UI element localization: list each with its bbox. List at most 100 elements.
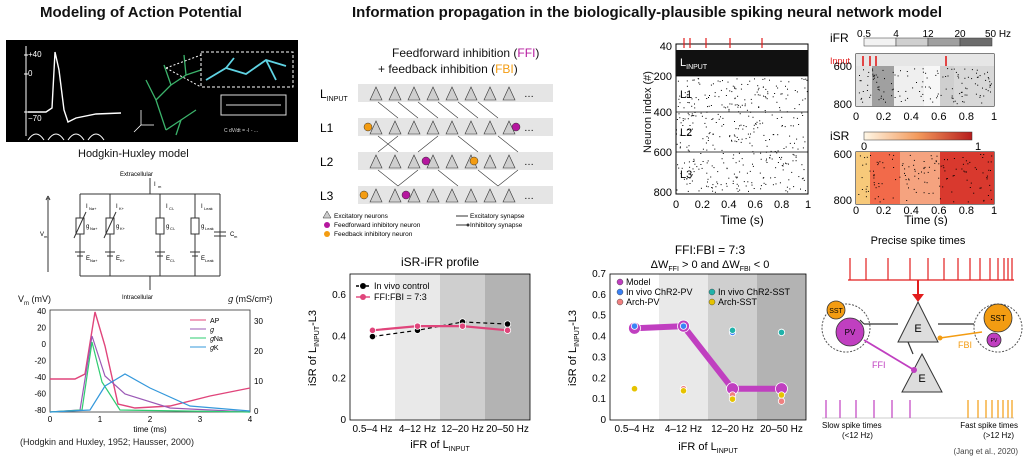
isr-spike — [979, 187, 981, 189]
isr-spike — [883, 167, 885, 169]
raster-spike — [801, 78, 803, 80]
svg-text:K+: K+ — [120, 258, 126, 263]
net-ellipsis: … — [524, 191, 534, 202]
isr-spike — [969, 187, 971, 188]
raster-spike — [771, 158, 773, 160]
ifr-spike — [872, 73, 874, 75]
excitatory-neuron — [445, 188, 459, 203]
raster-spike — [709, 132, 711, 134]
raster-spike — [787, 191, 789, 193]
chart1-legend-label: In vivo control — [374, 281, 430, 291]
raster-spike — [705, 142, 707, 144]
raster-spike — [779, 182, 781, 184]
ifr-spike — [897, 91, 899, 92]
isr-spike — [879, 201, 881, 203]
raster-spike — [769, 157, 771, 159]
excitatory-neuron — [502, 154, 516, 169]
raster-spike — [776, 118, 778, 119]
isr-spike — [990, 198, 992, 200]
raster-spike — [707, 178, 709, 180]
ap-plot-ylabel-left: Vm (mV) — [18, 294, 51, 307]
ifr-scale-tick: 12 — [922, 29, 934, 40]
isr-spike — [913, 188, 915, 190]
isr-spike — [865, 191, 867, 193]
chart-point — [458, 322, 467, 330]
raster-spike — [758, 107, 760, 108]
isr-spike — [970, 182, 972, 184]
raster-spike — [723, 124, 725, 125]
raster-spike — [757, 94, 759, 96]
raster-spike — [687, 112, 689, 114]
chart-point — [679, 387, 688, 395]
chart-series-line — [372, 325, 508, 332]
chart-ytick: 0.1 — [592, 394, 606, 405]
ifr-spike — [977, 76, 979, 78]
raster-spike — [728, 177, 730, 179]
chart-point — [777, 328, 786, 337]
ifr-spike — [971, 78, 973, 80]
isr-spike — [939, 198, 941, 200]
raster-spike — [781, 93, 783, 95]
ifr-spike — [964, 68, 966, 70]
ifr-spike — [877, 88, 879, 90]
isr-spike — [932, 192, 934, 194]
raster-spike — [779, 109, 781, 111]
ifr-spike — [891, 95, 893, 97]
excitatory-neuron — [388, 120, 402, 135]
ifr-spike — [859, 80, 861, 82]
ifr-spike — [957, 75, 959, 77]
chart1-legend-label: FFI:FBI = 7:3 — [374, 292, 427, 302]
chart2-xlabel: iFR of LINPUT — [678, 441, 738, 454]
svg-text:V: V — [40, 232, 44, 238]
ifr-spike — [921, 86, 923, 88]
ifr-spike — [974, 83, 976, 85]
raster-spike — [725, 95, 727, 96]
raster-spike — [700, 187, 702, 189]
isr-spike — [990, 170, 991, 171]
raster-spike — [722, 80, 723, 82]
raster-spike — [762, 78, 764, 80]
ifr-spike — [989, 86, 991, 88]
ifr-input-label: Input — [830, 56, 851, 66]
spike-fbi-label: FBI — [958, 340, 972, 350]
raster-spike — [792, 160, 794, 162]
raster-spike — [775, 85, 777, 87]
raster-spike — [698, 190, 700, 192]
raster-spike — [744, 105, 746, 107]
isr-spike — [914, 170, 916, 172]
isr-spike — [877, 164, 879, 166]
raster-spike — [717, 171, 719, 173]
raster-spike — [728, 110, 730, 112]
ifr-spike — [975, 93, 977, 95]
isr-spike — [858, 194, 860, 195]
raster-spike — [739, 171, 741, 173]
svg-text:Cl-: Cl- — [169, 206, 175, 211]
raster-spike — [800, 188, 801, 190]
isr-spike — [878, 186, 880, 188]
raster-spike — [679, 117, 681, 119]
svg-text:g: g — [201, 224, 204, 230]
raster-spike — [794, 142, 795, 144]
raster-spike — [755, 123, 757, 125]
raster-spike — [750, 133, 751, 135]
isr-ytick: 800 — [834, 195, 852, 207]
ifr-spike — [963, 101, 965, 103]
isr-spike — [990, 189, 992, 191]
chart2-legend-label: In vivo ChR2-PV — [626, 287, 693, 297]
ifr-spike — [976, 76, 978, 78]
raster-spike — [731, 140, 733, 142]
svg-text:Extracellular: Extracellular — [120, 172, 153, 178]
ap-trace-svg — [24, 46, 122, 141]
raster-spike — [706, 162, 708, 164]
raster-spike — [691, 98, 693, 100]
raster-spike — [802, 177, 804, 179]
raster-spike — [744, 99, 746, 101]
ifr-spike — [860, 98, 862, 100]
raster-spike — [717, 183, 719, 185]
raster-spike — [792, 153, 794, 155]
raster-spike — [769, 154, 771, 156]
isr-spike — [908, 187, 909, 189]
ifr-spike — [891, 89, 893, 91]
raster-spike — [788, 163, 789, 165]
raster-spike — [766, 158, 767, 160]
